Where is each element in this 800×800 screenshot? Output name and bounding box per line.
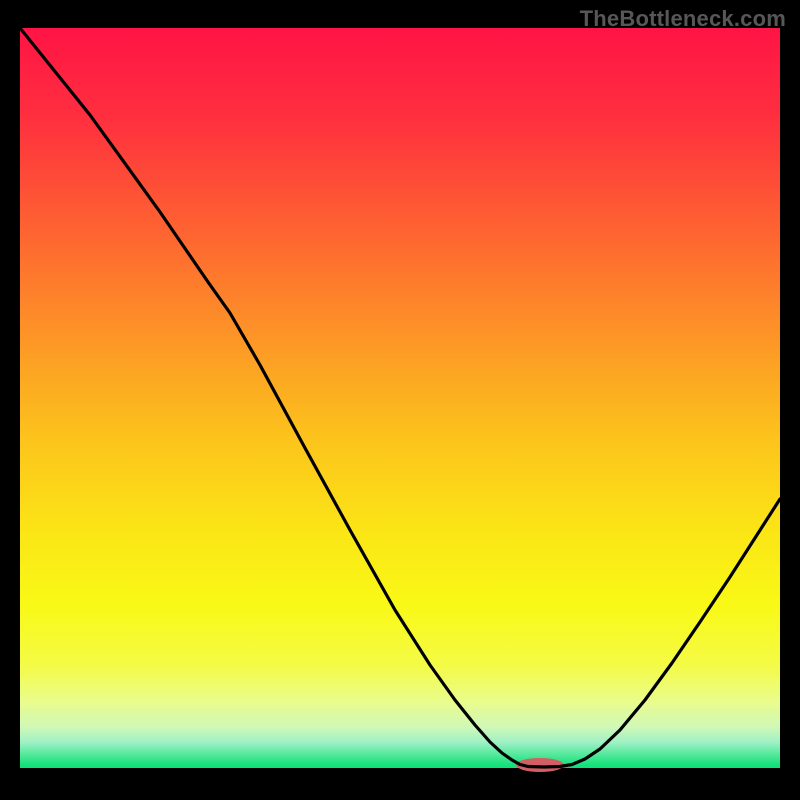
watermark-text: TheBottleneck.com	[580, 6, 786, 32]
bottleneck-chart	[0, 0, 800, 800]
gradient-plot-area	[20, 28, 780, 768]
chart-container: TheBottleneck.com	[0, 0, 800, 800]
